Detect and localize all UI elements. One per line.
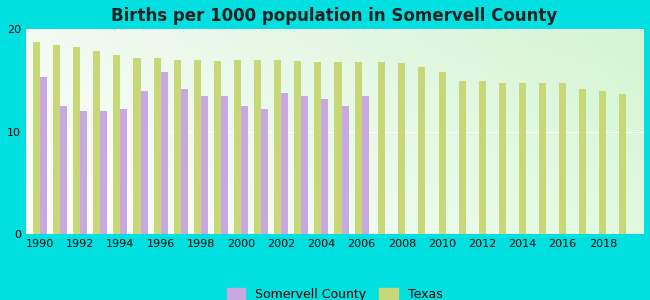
Bar	[33, 42, 40, 234]
Bar	[40, 77, 47, 234]
Bar	[619, 94, 627, 234]
Bar	[153, 58, 161, 234]
Bar	[361, 96, 369, 234]
Bar	[274, 60, 281, 234]
Bar	[315, 62, 322, 234]
Bar	[378, 62, 385, 234]
Bar	[459, 82, 465, 234]
Bar	[181, 88, 188, 234]
Bar	[161, 72, 168, 234]
Bar	[100, 111, 107, 234]
Bar	[322, 99, 328, 234]
Bar	[302, 96, 308, 234]
Bar	[80, 111, 87, 234]
Bar	[93, 51, 100, 234]
Bar	[335, 62, 341, 234]
Bar	[322, 99, 328, 234]
Bar	[234, 60, 241, 234]
Bar	[478, 82, 486, 234]
Bar	[201, 96, 208, 234]
Legend: Somervell County, Texas: Somervell County, Texas	[222, 283, 447, 300]
Bar	[214, 61, 221, 234]
Bar	[73, 47, 80, 234]
Bar	[478, 82, 486, 234]
Bar	[519, 82, 526, 234]
Bar	[60, 106, 67, 234]
Bar	[234, 60, 241, 234]
Bar	[214, 61, 221, 234]
Bar	[221, 96, 228, 234]
Title: Births per 1000 population in Somervell County: Births per 1000 population in Somervell …	[111, 7, 558, 25]
Bar	[398, 63, 406, 234]
Bar	[341, 106, 348, 234]
Bar	[378, 62, 385, 234]
Bar	[53, 45, 60, 234]
Bar	[254, 60, 261, 234]
Bar	[60, 106, 67, 234]
Bar	[221, 96, 228, 234]
Bar	[559, 82, 566, 234]
Bar	[294, 61, 302, 234]
Bar	[241, 106, 248, 234]
Bar	[140, 91, 148, 234]
Bar	[113, 55, 120, 234]
Bar	[579, 88, 586, 234]
Bar	[439, 72, 445, 234]
Bar	[161, 72, 168, 234]
Bar	[499, 82, 506, 234]
Bar	[80, 111, 87, 234]
Bar	[619, 94, 627, 234]
Bar	[133, 58, 140, 234]
Bar	[93, 51, 100, 234]
Bar	[459, 82, 465, 234]
Bar	[194, 60, 201, 234]
Bar	[599, 91, 606, 234]
Bar	[398, 63, 406, 234]
Bar	[181, 88, 188, 234]
Bar	[174, 60, 181, 234]
Bar	[261, 109, 268, 234]
Bar	[499, 82, 506, 234]
Bar	[241, 106, 248, 234]
Bar	[539, 82, 546, 234]
Bar	[261, 109, 268, 234]
Bar	[281, 93, 288, 234]
Bar	[153, 58, 161, 234]
Bar	[302, 96, 308, 234]
Bar	[194, 60, 201, 234]
Bar	[254, 60, 261, 234]
Bar	[579, 88, 586, 234]
Bar	[419, 67, 426, 234]
Bar	[599, 91, 606, 234]
Bar	[100, 111, 107, 234]
Bar	[315, 62, 322, 234]
Bar	[201, 96, 208, 234]
Bar	[174, 60, 181, 234]
Bar	[281, 93, 288, 234]
Bar	[361, 96, 369, 234]
Bar	[140, 91, 148, 234]
Bar	[355, 62, 361, 234]
Bar	[73, 47, 80, 234]
Bar	[439, 72, 445, 234]
Bar	[120, 109, 127, 234]
Bar	[133, 58, 140, 234]
Bar	[274, 60, 281, 234]
Bar	[539, 82, 546, 234]
Bar	[33, 42, 40, 234]
Bar	[355, 62, 361, 234]
Bar	[294, 61, 302, 234]
Bar	[559, 82, 566, 234]
Bar	[53, 45, 60, 234]
Bar	[419, 67, 426, 234]
Bar	[341, 106, 348, 234]
Bar	[113, 55, 120, 234]
Bar	[335, 62, 341, 234]
Bar	[40, 77, 47, 234]
Bar	[519, 82, 526, 234]
Bar	[120, 109, 127, 234]
